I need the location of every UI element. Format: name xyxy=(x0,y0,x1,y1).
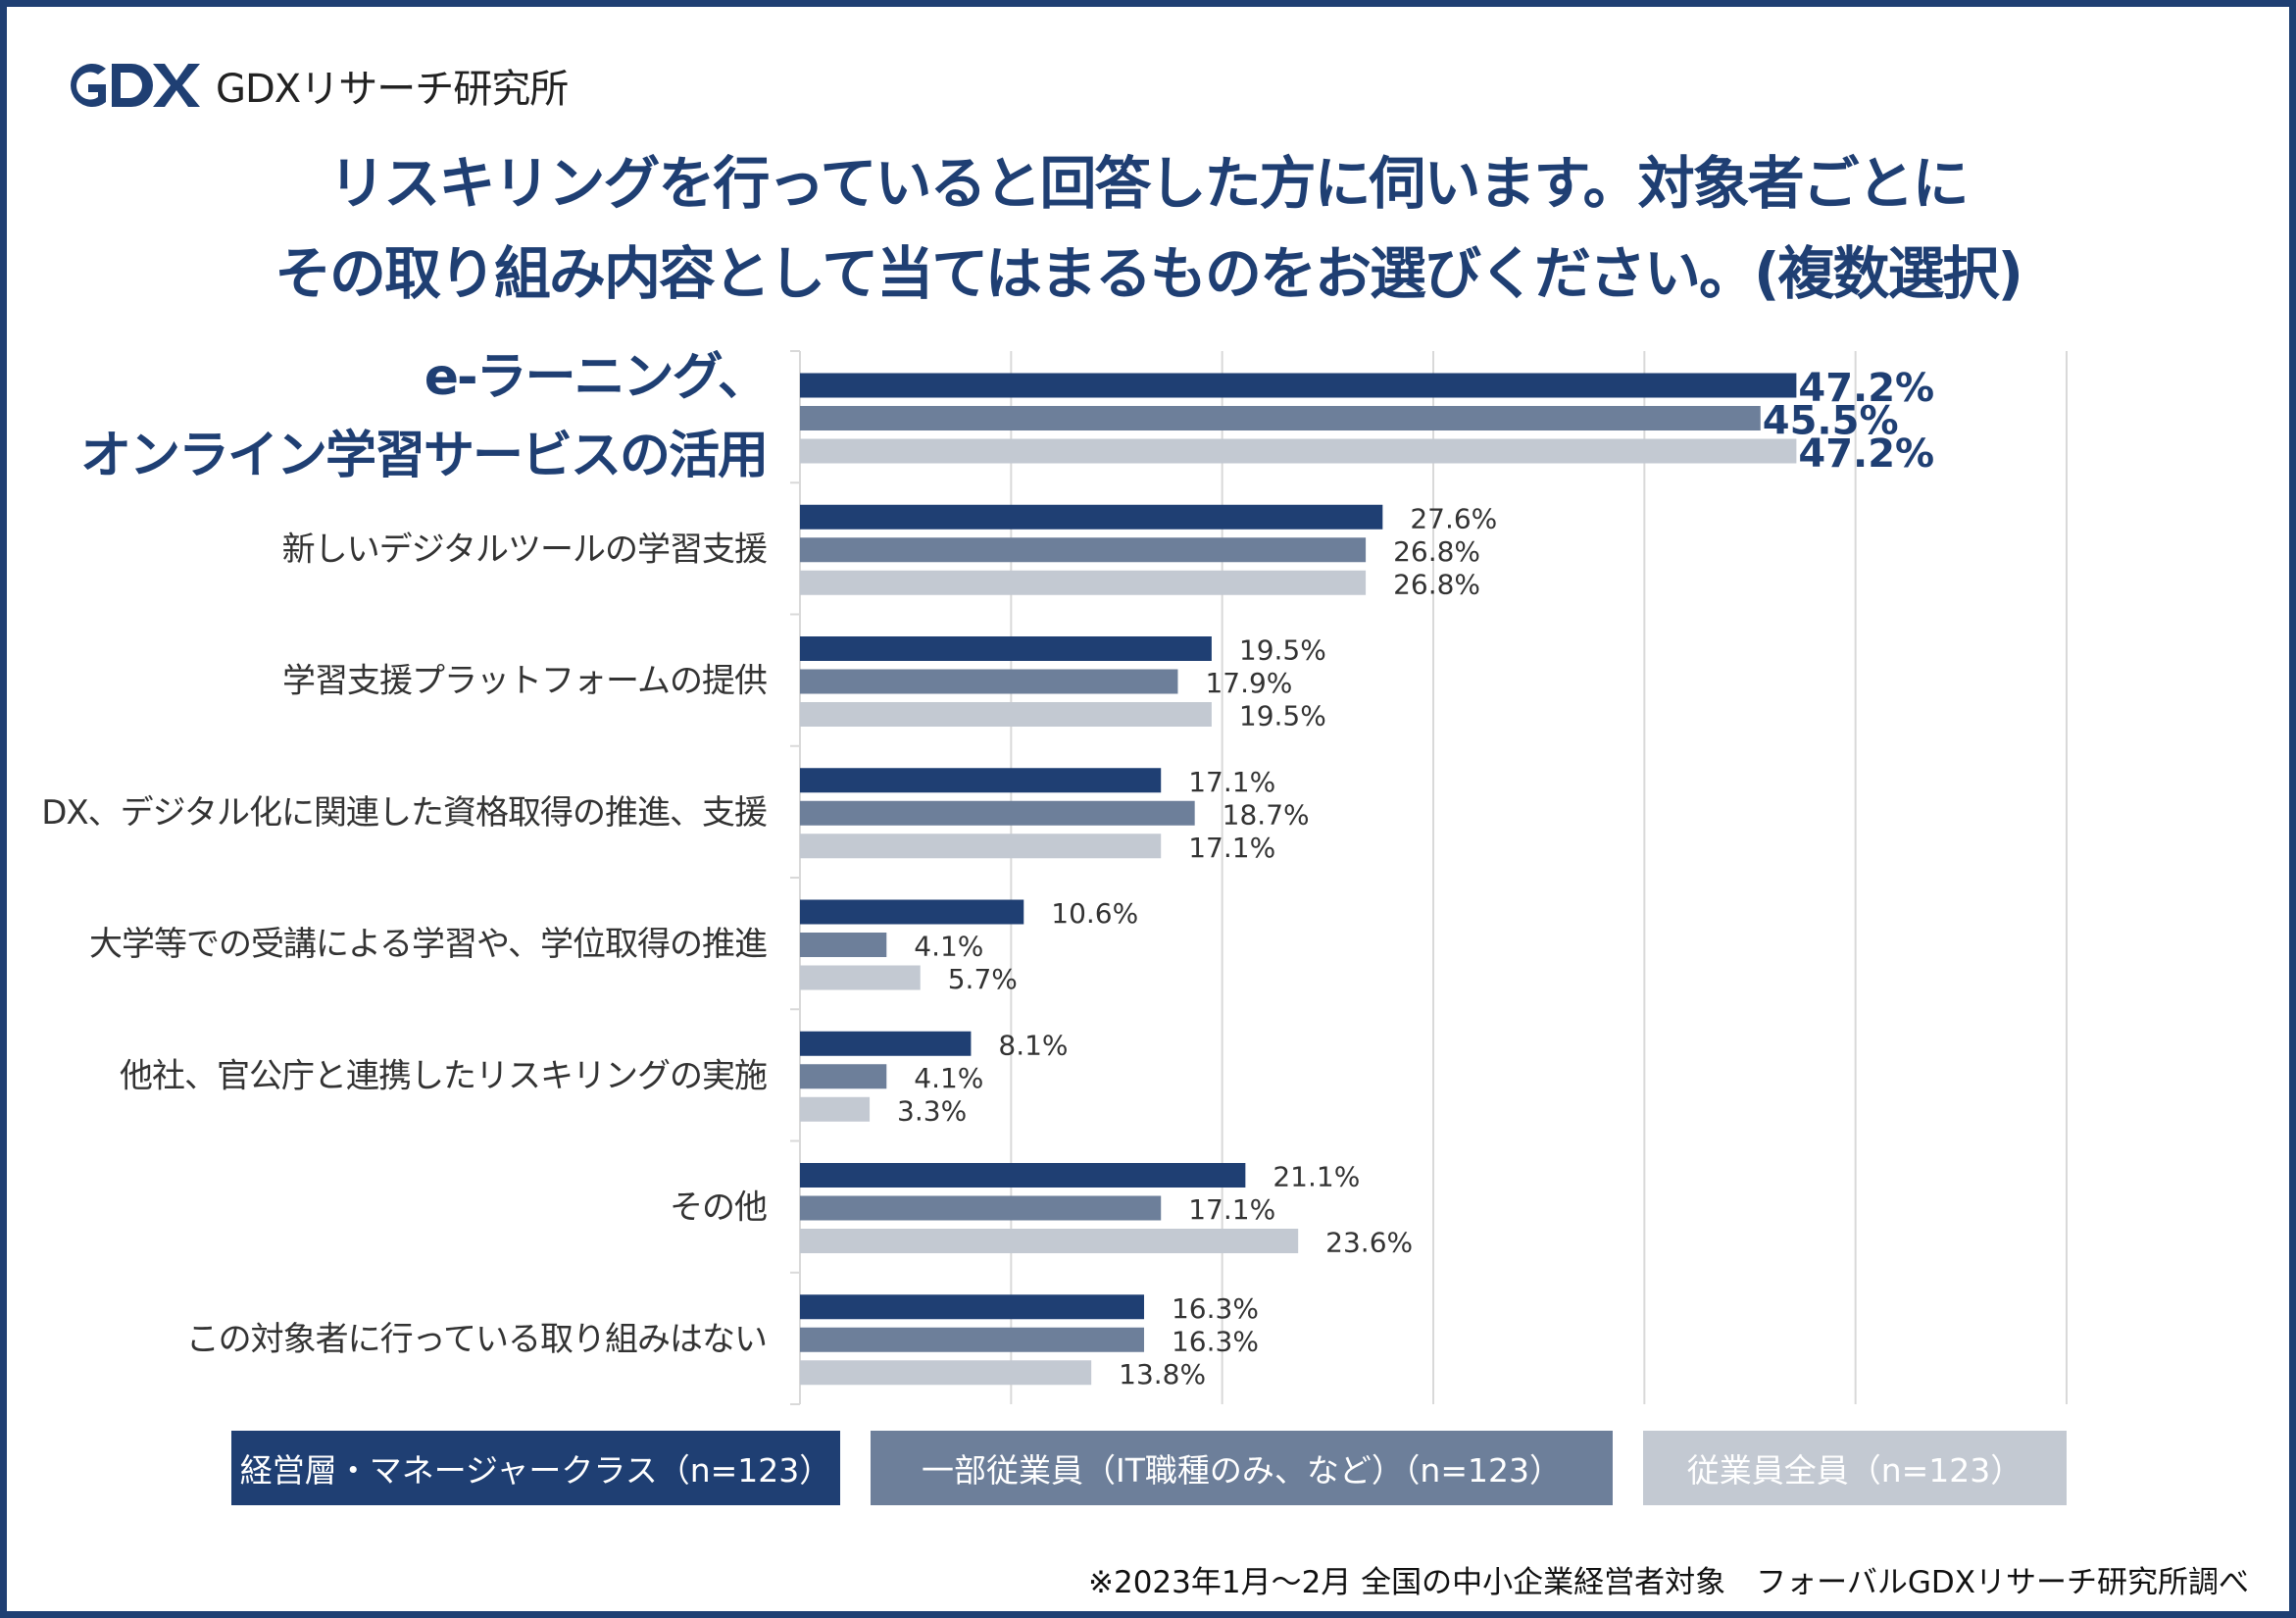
data-label: 13.8% xyxy=(1119,1358,1206,1390)
data-label: 23.6% xyxy=(1325,1227,1413,1259)
bar xyxy=(800,570,1367,595)
chart-subtitle: その取り組み内容として当てはまるものをお選びください。(複数選択) xyxy=(274,240,2023,307)
bar xyxy=(800,1360,1092,1386)
bar xyxy=(800,537,1367,563)
gdx-logo-icon xyxy=(71,64,200,107)
data-label: 18.7% xyxy=(1223,798,1310,831)
bar xyxy=(800,1031,972,1056)
data-label: 17.1% xyxy=(1188,1193,1275,1226)
data-label: 4.1% xyxy=(914,1062,983,1094)
footnote: ※2023年1月～2月 全国の中小企業経営者対象 フォーバルGDXリサーチ研究所… xyxy=(1088,1565,2249,1600)
data-label: 8.1% xyxy=(998,1029,1068,1061)
data-label: 10.6% xyxy=(1051,897,1138,930)
bar xyxy=(800,1327,1144,1352)
bar xyxy=(800,1229,1299,1253)
legend-label-all-employees: 従業員全員（n=123） xyxy=(1686,1451,2023,1490)
data-label: 16.3% xyxy=(1172,1292,1259,1325)
data-label: 17.1% xyxy=(1188,832,1275,864)
data-label: 17.9% xyxy=(1205,667,1292,699)
data-label: 19.5% xyxy=(1239,700,1326,733)
data-label: 21.1% xyxy=(1273,1161,1360,1193)
bar xyxy=(800,702,1212,727)
logo-text: GDXリサーチ研究所 xyxy=(216,67,569,112)
category-label: DX、デジタル化に関連した資格取得の推進、支援 xyxy=(41,793,767,833)
data-label: 17.1% xyxy=(1188,766,1275,798)
bar xyxy=(800,768,1162,793)
bar xyxy=(800,1096,871,1122)
data-label: 3.3% xyxy=(897,1094,967,1127)
chart-title: リスキリングを行っていると回答した方に伺います。対象者ごとに xyxy=(328,150,1969,217)
bar xyxy=(800,933,887,957)
data-label: 19.5% xyxy=(1239,634,1326,667)
bar xyxy=(800,1195,1162,1221)
bar xyxy=(800,1294,1144,1320)
bar xyxy=(800,965,921,990)
legend-item-all-employees: 従業員全員（n=123） xyxy=(1643,1431,2067,1505)
bar xyxy=(800,438,1797,464)
bar xyxy=(800,504,1383,530)
data-label: 26.8% xyxy=(1393,568,1480,600)
category-label: その他 xyxy=(670,1188,767,1228)
data-label: 45.5% xyxy=(1763,399,1899,444)
category-label: この対象者に行っている取り組みはない xyxy=(186,1320,767,1359)
category-label: 大学等での受講による学習や、学位取得の推進 xyxy=(89,925,767,964)
bar xyxy=(800,899,1024,925)
data-label: 27.6% xyxy=(1410,502,1497,534)
category-label: e-ラーニング、オンライン学習サービスの活用 xyxy=(80,348,767,485)
legend-label-management: 経営層・マネージャークラス（n=123） xyxy=(239,1451,832,1490)
bar xyxy=(800,1064,887,1089)
category-label: 新しいデジタルツールの学習支援 xyxy=(282,530,767,569)
category-label: 他社、官公庁と連携したリスキリングの実施 xyxy=(120,1056,767,1095)
data-label: 26.8% xyxy=(1393,535,1480,568)
data-label: 47.2% xyxy=(1798,431,1934,477)
bar xyxy=(800,636,1212,661)
legend-item-some-employees: 一部従業員（IT職種のみ、など）（n=123） xyxy=(871,1431,1613,1505)
legend-label-some-employees: 一部従業員（IT職種のみ、など）（n=123） xyxy=(922,1451,1562,1490)
data-label: 47.2% xyxy=(1798,366,1934,411)
data-label: 5.7% xyxy=(948,963,1018,995)
category-label: 学習支援プラットフォームの提供 xyxy=(282,662,767,701)
logo: GDXリサーチ研究所 xyxy=(59,51,569,120)
bar xyxy=(800,669,1178,694)
bar xyxy=(800,406,1761,430)
bar xyxy=(800,1163,1246,1188)
bar xyxy=(800,834,1162,859)
data-label: 16.3% xyxy=(1172,1325,1259,1357)
bar xyxy=(800,373,1797,398)
bar xyxy=(800,800,1195,826)
legend-item-management: 経営層・マネージャークラス（n=123） xyxy=(231,1431,840,1505)
data-label: 4.1% xyxy=(914,931,983,963)
